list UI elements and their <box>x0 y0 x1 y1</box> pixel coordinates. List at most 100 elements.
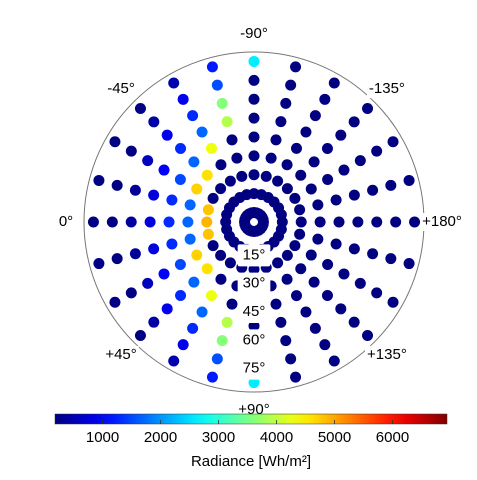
data-dot <box>221 116 233 128</box>
data-dot <box>248 55 260 67</box>
data-dot <box>182 216 194 228</box>
data-dot <box>224 175 236 187</box>
data-dot <box>248 131 260 143</box>
data-dot <box>290 61 302 73</box>
azimuth-label-bg <box>365 345 409 364</box>
data-dot <box>272 257 284 269</box>
data-dot <box>289 192 301 204</box>
data-dot <box>206 290 217 302</box>
data-dot <box>184 233 196 245</box>
data-dot <box>142 155 154 167</box>
data-dot <box>291 142 302 154</box>
data-dot <box>305 249 317 261</box>
data-dot <box>236 170 248 182</box>
data-dot <box>348 189 360 201</box>
dots <box>87 55 421 389</box>
data-dot <box>280 335 292 347</box>
data-dot <box>257 216 269 228</box>
data-dot <box>224 257 236 269</box>
data-dot <box>248 320 260 332</box>
data-dot <box>221 316 233 328</box>
azimuth-label: +90° <box>238 401 269 418</box>
data-dot <box>216 97 228 109</box>
data-dot <box>275 316 287 328</box>
zenith-label-bg <box>237 301 271 323</box>
data-dot <box>109 136 121 148</box>
data-dot <box>321 143 333 155</box>
data-dot <box>348 116 360 128</box>
data-dot <box>148 189 160 201</box>
data-dot <box>285 79 297 91</box>
data-dot <box>403 258 415 270</box>
data-dot <box>196 306 208 318</box>
data-dot <box>206 61 218 73</box>
azimuth-label-bg <box>366 80 407 99</box>
data-dot <box>201 263 213 275</box>
data-dot <box>295 169 307 181</box>
data-dot <box>371 145 383 157</box>
data-dot <box>280 97 292 109</box>
data-dot <box>248 263 260 275</box>
data-dot <box>231 152 243 164</box>
data-dot <box>294 228 306 240</box>
data-dot <box>390 216 402 228</box>
data-dot <box>308 156 320 168</box>
data-dot <box>248 93 260 105</box>
data-dot <box>148 116 160 128</box>
data-dot <box>129 184 141 196</box>
data-dot <box>387 296 399 308</box>
data-dot <box>330 194 342 206</box>
data-dot <box>211 79 223 91</box>
data-dot <box>161 303 173 315</box>
data-dot <box>294 204 306 216</box>
data-dot <box>163 216 175 228</box>
colorbar-tick-label: 1000 <box>86 429 119 446</box>
data-dot <box>226 298 238 310</box>
data-dot <box>196 126 208 138</box>
data-dot <box>248 150 260 162</box>
data-dot <box>215 273 227 285</box>
data-dot <box>275 116 287 128</box>
azimuth-label: -90° <box>240 25 268 42</box>
data-dot <box>281 273 293 285</box>
zenith-label-bg <box>237 244 271 267</box>
data-dot <box>175 143 187 155</box>
data-dot <box>111 179 123 191</box>
data-dot <box>93 174 105 186</box>
data-dot <box>330 238 342 250</box>
zenith-label: 15° <box>243 246 266 263</box>
data-dot <box>312 233 324 245</box>
data-dot <box>248 377 260 389</box>
zenith-label: 75° <box>243 360 266 377</box>
data-dot <box>309 110 321 122</box>
data-dot <box>409 216 421 228</box>
data-dot <box>371 287 383 299</box>
data-dot <box>290 371 302 383</box>
azimuth-label-bg <box>420 213 464 231</box>
colorbar-label: Radiance [Wh/m²] <box>191 453 311 470</box>
data-dot <box>168 77 180 89</box>
data-dot <box>125 216 137 228</box>
data-dot <box>93 258 105 270</box>
data-dot <box>322 259 334 270</box>
data-dot <box>109 296 121 308</box>
data-dot <box>175 289 187 301</box>
data-dot <box>111 253 123 265</box>
data-dot <box>207 192 219 204</box>
data-dot <box>362 330 374 342</box>
data-dot <box>158 164 170 176</box>
data-dot <box>328 77 340 89</box>
data-dot <box>335 303 347 315</box>
data-dot <box>142 277 154 289</box>
azimuth-label-bg <box>105 80 137 99</box>
data-dot <box>215 159 227 171</box>
labels: -90° -45° -135° 0° +180° +45° +135° +90° 15° 30° 4… <box>56 25 464 419</box>
colorbar-tick-label: 3000 <box>202 429 235 446</box>
data-dot <box>312 199 324 211</box>
data-dot <box>129 248 141 260</box>
data-dot <box>191 249 203 261</box>
data-dot <box>300 306 312 318</box>
data-dot <box>134 330 146 342</box>
data-dot <box>216 335 228 347</box>
